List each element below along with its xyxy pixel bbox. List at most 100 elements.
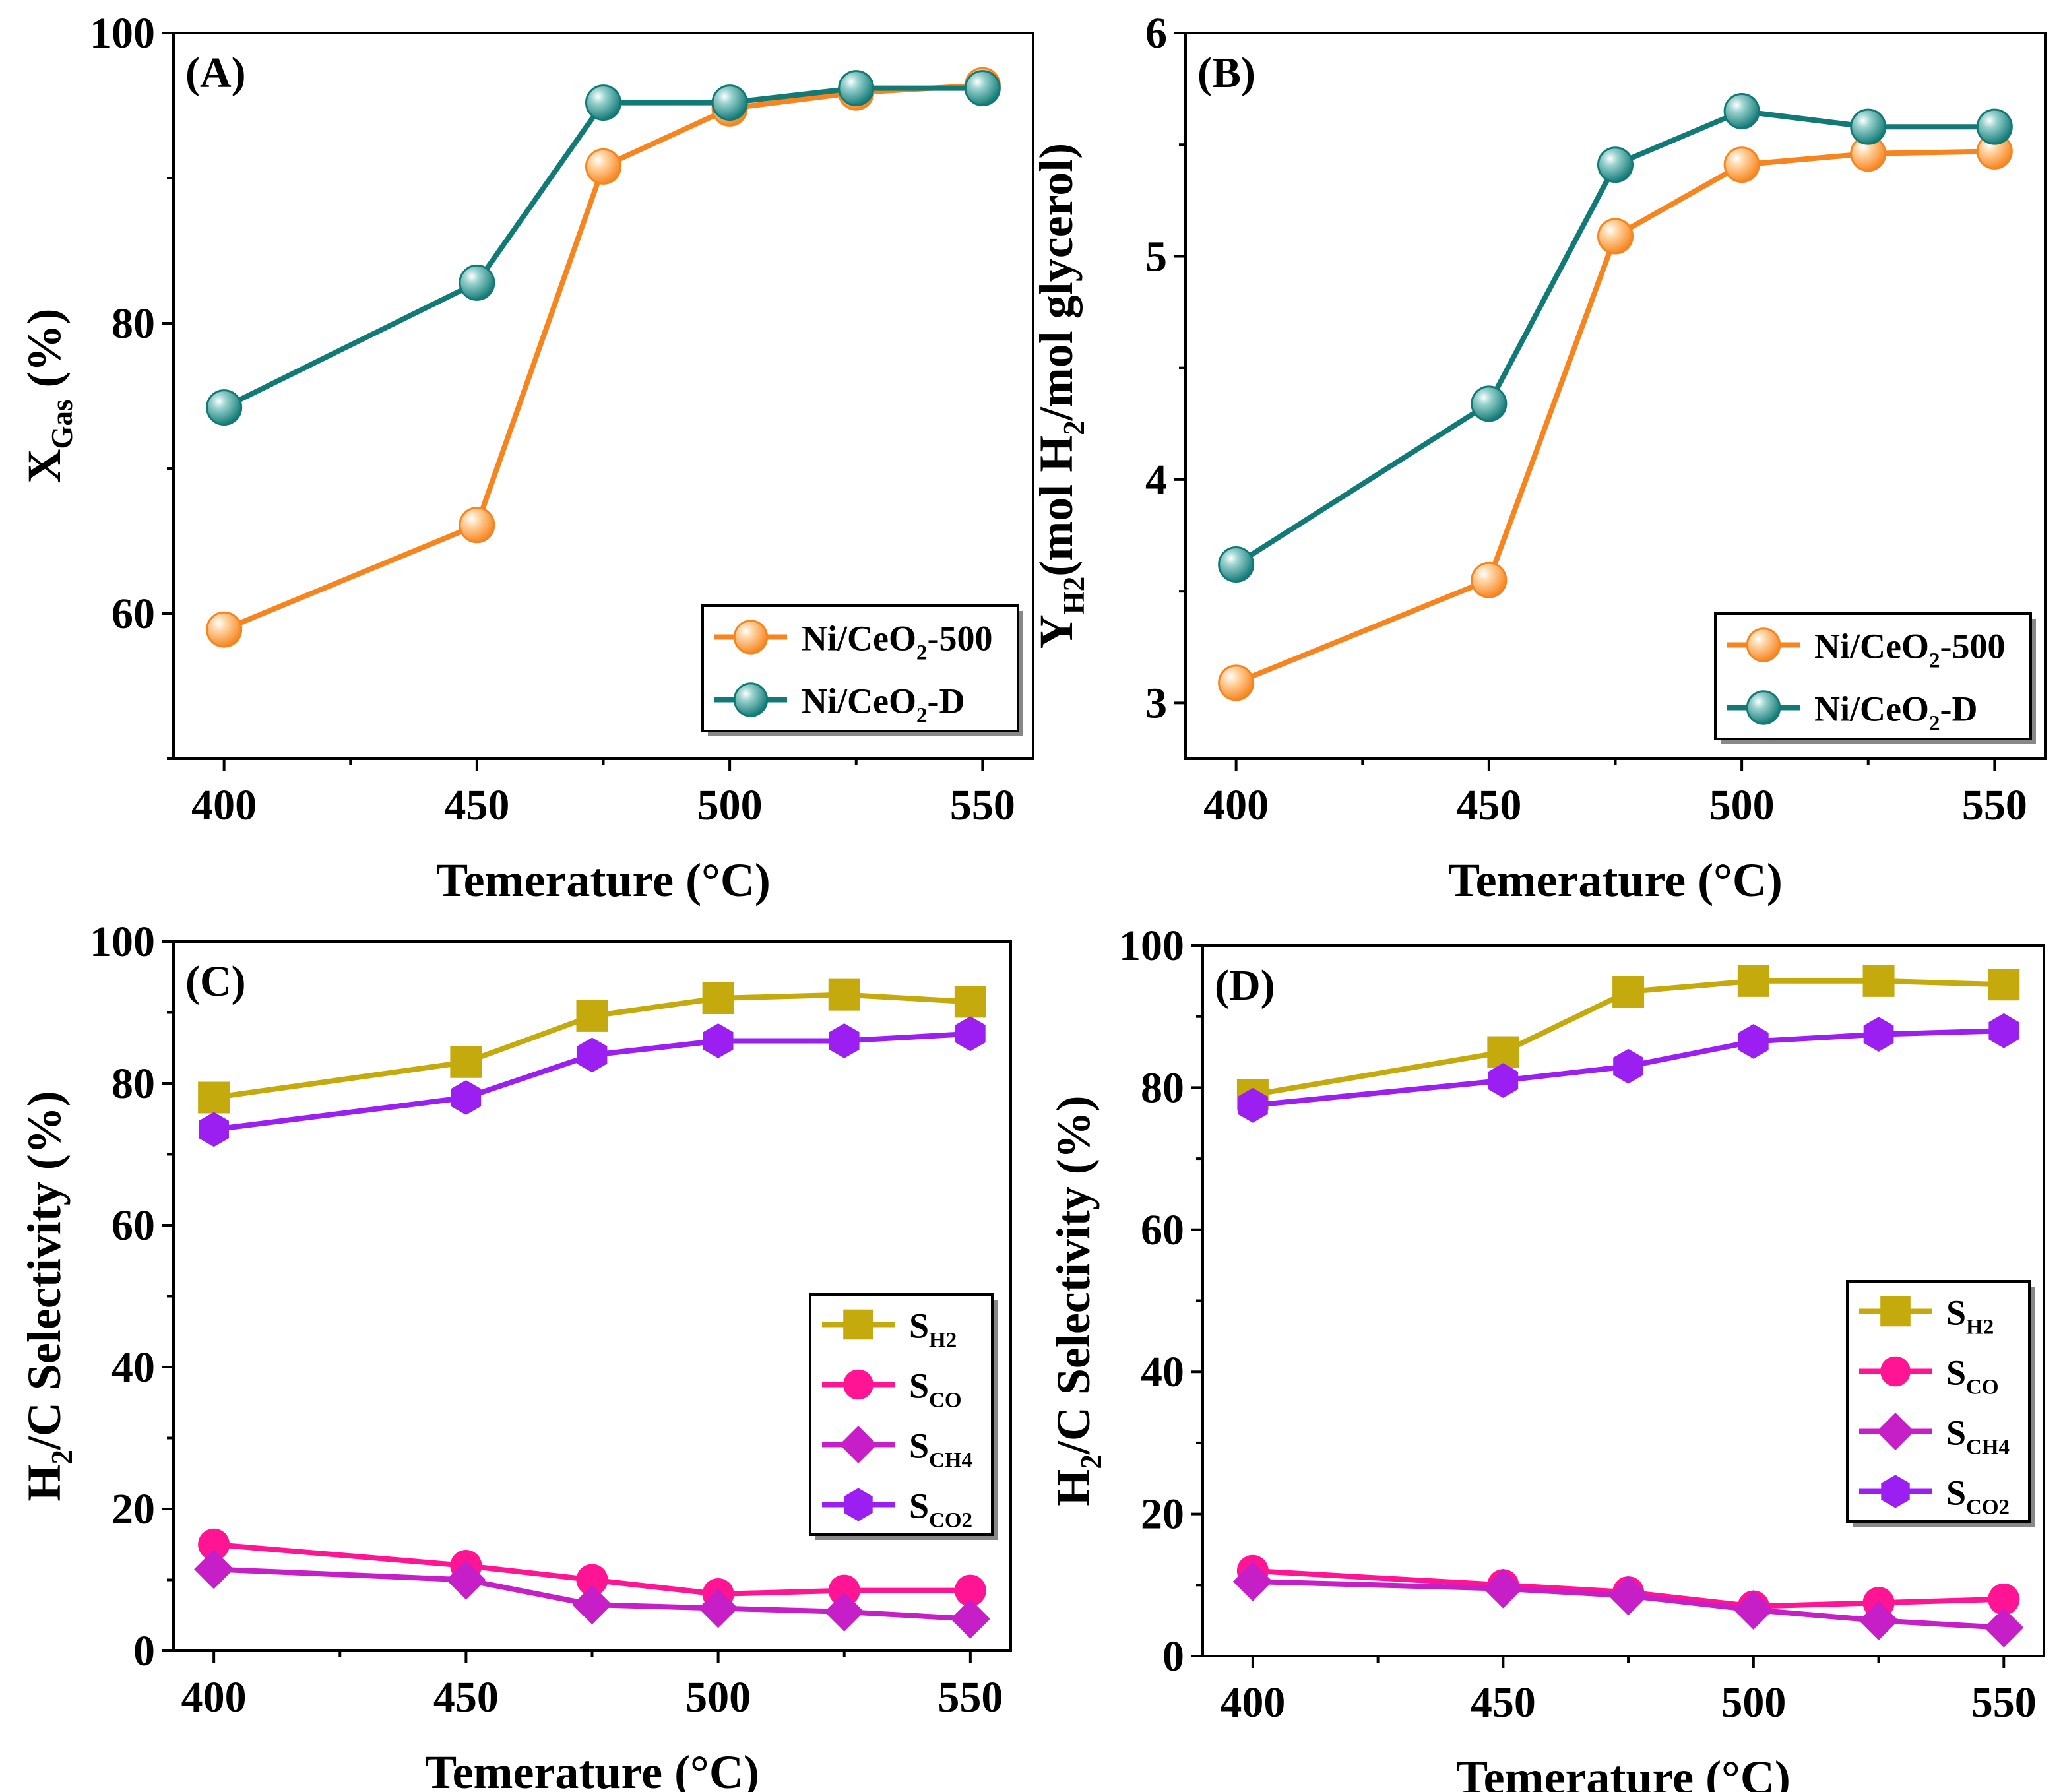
legend-marker <box>733 682 769 717</box>
legend-label: SH2 <box>1946 1293 1994 1339</box>
label-part-rest: /C Selectivity (%) <box>1047 1095 1100 1455</box>
legend-marker <box>839 1426 877 1463</box>
label-part-main: Y <box>1030 614 1083 649</box>
legend-box <box>1846 1280 2031 1523</box>
x-axis-title: Temerature (°C) <box>425 1746 759 1792</box>
data-point <box>824 1591 864 1632</box>
data-point <box>1238 1087 1268 1123</box>
label-part-sub: H2 <box>1058 577 1091 615</box>
label-part-sub: 2 <box>1929 712 1940 736</box>
legend-marker <box>843 1369 873 1400</box>
data-point <box>199 1112 229 1147</box>
label-part-rest: -D <box>1940 689 1977 729</box>
y-tick-label: 100 <box>1119 922 1184 970</box>
data-point <box>1733 1589 1773 1630</box>
data-point <box>198 1528 230 1560</box>
data-point <box>1218 664 1255 701</box>
data-point <box>698 1588 738 1628</box>
legend-label: SCO <box>909 1366 962 1413</box>
x-tick-label: 450 <box>1456 781 1521 829</box>
label-part-rest: (mol H <box>1030 435 1083 577</box>
x-tick-label: 550 <box>950 781 1015 829</box>
label-part-main: S <box>909 1366 929 1406</box>
y-tick-label: 60 <box>111 590 155 638</box>
legend-marker <box>1746 627 1781 662</box>
panel-label: (C) <box>185 957 246 1006</box>
data-point <box>1723 92 1760 129</box>
legend-label: SCO <box>1946 1353 1999 1399</box>
panel-a: 400 450 500 550 60 80 100 Temerature (°C) XGas (… <box>18 9 1034 907</box>
legend-label: Ni/CeO2-D <box>802 682 965 728</box>
series-line <box>1235 148 1995 686</box>
data-point <box>954 1574 986 1607</box>
label-part-sub: CO <box>929 1389 962 1413</box>
y-tick-label: 80 <box>111 1060 155 1108</box>
series-SCO2 <box>1238 1013 2019 1123</box>
data-point <box>1862 965 1895 997</box>
label-part-main: Ni/CeO <box>1814 627 1929 666</box>
series-SCO2 <box>199 1016 986 1147</box>
data-point <box>1850 108 1887 145</box>
x-axis-title: Temerature (°C) <box>1456 1751 1791 1792</box>
x-tick-label: 550 <box>937 1673 1003 1721</box>
y-tick-label: 4 <box>1145 456 1167 504</box>
data-point <box>446 1560 486 1600</box>
series-line <box>213 1031 971 1132</box>
legend-marker <box>1880 1356 1911 1387</box>
data-point <box>954 986 986 1018</box>
data-point <box>1612 976 1645 1008</box>
label-part-sub: H2 <box>1966 1316 1994 1339</box>
data-point <box>450 1046 482 1078</box>
series-line <box>1252 1028 2004 1108</box>
data-point <box>1613 1048 1643 1084</box>
data-point <box>1218 546 1255 583</box>
y-tick-label: 40 <box>111 1343 155 1392</box>
y-tick-label: 5 <box>1145 232 1167 280</box>
label-part-main: Ni/CeO <box>802 619 916 658</box>
legend-marker <box>1876 1413 1915 1450</box>
x-tick-label: 550 <box>1962 781 2027 829</box>
label-part-main: S <box>1946 1473 1966 1513</box>
y-tick-label: 0 <box>1162 1632 1184 1680</box>
panel-label: (B) <box>1197 49 1255 97</box>
series-line <box>214 1566 971 1622</box>
data-point <box>703 1023 734 1058</box>
label-part-rest: -500 <box>927 619 992 658</box>
y-tick-label: 100 <box>90 918 155 966</box>
data-point <box>1988 1583 2020 1615</box>
legend-label: Ni/CeO2-500 <box>802 619 992 665</box>
data-point <box>572 1585 612 1625</box>
series-line <box>1234 108 1995 567</box>
data-point <box>1863 1017 1894 1052</box>
label-part-sub: CO2 <box>929 1509 972 1533</box>
legend-label: SH2 <box>909 1306 957 1353</box>
series-line <box>223 82 983 632</box>
data-point <box>711 84 748 121</box>
data-point <box>577 1037 608 1073</box>
x-axis-title: Temerature (°C) <box>436 854 771 907</box>
label-part-sub: 2 <box>1075 1454 1108 1469</box>
label-part-main: S <box>1946 1293 1966 1333</box>
label-part-main: Ni/CeO <box>1814 689 1929 729</box>
legend-marker <box>844 1488 873 1521</box>
series-Ni/CeO2-D <box>1218 92 2013 583</box>
label-part-rest: /C Selectivity (%) <box>18 1091 71 1450</box>
label-part-sub: 2 <box>1929 649 1940 673</box>
legend-label: SCH4 <box>909 1426 972 1473</box>
legend-marker <box>1880 1296 1911 1327</box>
label-part-sub: Gas <box>46 399 79 449</box>
data-point <box>576 1000 608 1032</box>
data-point <box>1487 1036 1519 1068</box>
label-part-sub: CH4 <box>929 1449 972 1473</box>
data-point <box>1471 561 1508 598</box>
legend-label: Ni/CeO2-D <box>1814 689 1977 736</box>
x-tick-label: 500 <box>697 781 763 829</box>
panel-label: (A) <box>185 49 246 97</box>
series-line <box>1252 1578 2004 1630</box>
data-point <box>1738 1024 1769 1059</box>
series-line <box>213 1541 970 1597</box>
label-part-rest: -500 <box>1940 627 2005 666</box>
label-part-main: H <box>1047 1469 1100 1506</box>
